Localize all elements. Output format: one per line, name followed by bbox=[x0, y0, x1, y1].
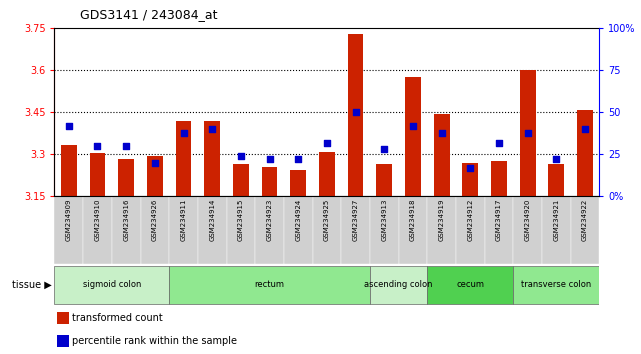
Point bbox=[236, 153, 246, 159]
Bar bbox=[428, 266, 513, 304]
Text: GSM234920: GSM234920 bbox=[524, 199, 531, 241]
Point bbox=[437, 130, 447, 135]
Bar bbox=[198, 196, 226, 264]
Bar bbox=[61, 145, 77, 196]
Text: sigmoid colon: sigmoid colon bbox=[83, 280, 141, 289]
Text: GSM234912: GSM234912 bbox=[467, 199, 473, 241]
Text: GSM234918: GSM234918 bbox=[410, 199, 416, 241]
Bar bbox=[83, 196, 112, 264]
Bar bbox=[233, 164, 249, 196]
Text: GSM234924: GSM234924 bbox=[296, 199, 301, 241]
Text: GSM234922: GSM234922 bbox=[582, 199, 588, 241]
Text: GSM234916: GSM234916 bbox=[123, 199, 129, 241]
Point bbox=[207, 126, 217, 132]
Bar bbox=[491, 161, 507, 196]
Text: GSM234926: GSM234926 bbox=[152, 199, 158, 241]
Bar bbox=[169, 266, 370, 304]
Text: GSM234925: GSM234925 bbox=[324, 199, 330, 241]
Bar bbox=[57, 335, 69, 347]
Point bbox=[408, 123, 418, 129]
Text: cecum: cecum bbox=[456, 280, 485, 289]
Point bbox=[522, 130, 533, 135]
Point bbox=[92, 143, 103, 149]
Text: GSM234910: GSM234910 bbox=[94, 199, 101, 241]
Text: GSM234927: GSM234927 bbox=[353, 199, 358, 241]
Bar bbox=[262, 167, 278, 196]
Text: GSM234915: GSM234915 bbox=[238, 199, 244, 241]
Point bbox=[580, 126, 590, 132]
Point bbox=[351, 109, 361, 115]
Text: rectum: rectum bbox=[254, 280, 285, 289]
Bar bbox=[370, 266, 428, 304]
Point bbox=[551, 156, 562, 162]
Point bbox=[293, 156, 303, 162]
Bar bbox=[204, 121, 220, 196]
Bar bbox=[370, 196, 399, 264]
Text: GSM234921: GSM234921 bbox=[553, 199, 560, 241]
Text: GSM234923: GSM234923 bbox=[267, 199, 272, 241]
Bar bbox=[513, 196, 542, 264]
Bar bbox=[405, 78, 421, 196]
Bar bbox=[485, 196, 513, 264]
Text: GDS3141 / 243084_at: GDS3141 / 243084_at bbox=[80, 8, 218, 21]
Bar bbox=[169, 196, 198, 264]
Bar bbox=[376, 164, 392, 196]
Bar bbox=[399, 196, 428, 264]
Point bbox=[494, 140, 504, 145]
Point bbox=[265, 156, 275, 162]
Text: transformed count: transformed count bbox=[72, 313, 163, 323]
Point bbox=[121, 143, 131, 149]
Bar bbox=[341, 196, 370, 264]
Bar bbox=[428, 196, 456, 264]
Bar bbox=[112, 196, 140, 264]
Text: GSM234911: GSM234911 bbox=[181, 199, 187, 241]
Bar bbox=[119, 159, 134, 196]
Text: tissue ▶: tissue ▶ bbox=[12, 280, 51, 290]
Bar bbox=[313, 196, 341, 264]
Bar bbox=[54, 196, 83, 264]
Bar bbox=[140, 196, 169, 264]
Text: GSM234909: GSM234909 bbox=[66, 199, 72, 241]
Bar bbox=[347, 34, 363, 196]
Bar bbox=[90, 153, 105, 196]
Point bbox=[322, 140, 332, 145]
Text: GSM234919: GSM234919 bbox=[438, 199, 445, 241]
Bar bbox=[57, 312, 69, 324]
Bar bbox=[462, 163, 478, 196]
Bar bbox=[434, 114, 449, 196]
Text: GSM234917: GSM234917 bbox=[496, 199, 502, 241]
Bar bbox=[513, 266, 599, 304]
Bar bbox=[319, 152, 335, 196]
Bar bbox=[147, 156, 163, 196]
Bar bbox=[577, 110, 593, 196]
Text: transverse colon: transverse colon bbox=[521, 280, 592, 289]
Bar bbox=[456, 196, 485, 264]
Text: percentile rank within the sample: percentile rank within the sample bbox=[72, 336, 237, 346]
Bar bbox=[255, 196, 284, 264]
Text: GSM234913: GSM234913 bbox=[381, 199, 387, 241]
Point bbox=[379, 147, 389, 152]
Bar bbox=[542, 196, 570, 264]
Bar bbox=[520, 70, 535, 196]
Point bbox=[178, 130, 188, 135]
Bar bbox=[54, 266, 169, 304]
Point bbox=[465, 165, 476, 171]
Bar bbox=[290, 170, 306, 196]
Text: ascending colon: ascending colon bbox=[364, 280, 433, 289]
Bar bbox=[570, 196, 599, 264]
Text: GSM234914: GSM234914 bbox=[209, 199, 215, 241]
Bar bbox=[284, 196, 313, 264]
Point bbox=[150, 160, 160, 166]
Bar bbox=[176, 121, 192, 196]
Bar bbox=[226, 196, 255, 264]
Bar bbox=[549, 164, 564, 196]
Point bbox=[63, 123, 74, 129]
